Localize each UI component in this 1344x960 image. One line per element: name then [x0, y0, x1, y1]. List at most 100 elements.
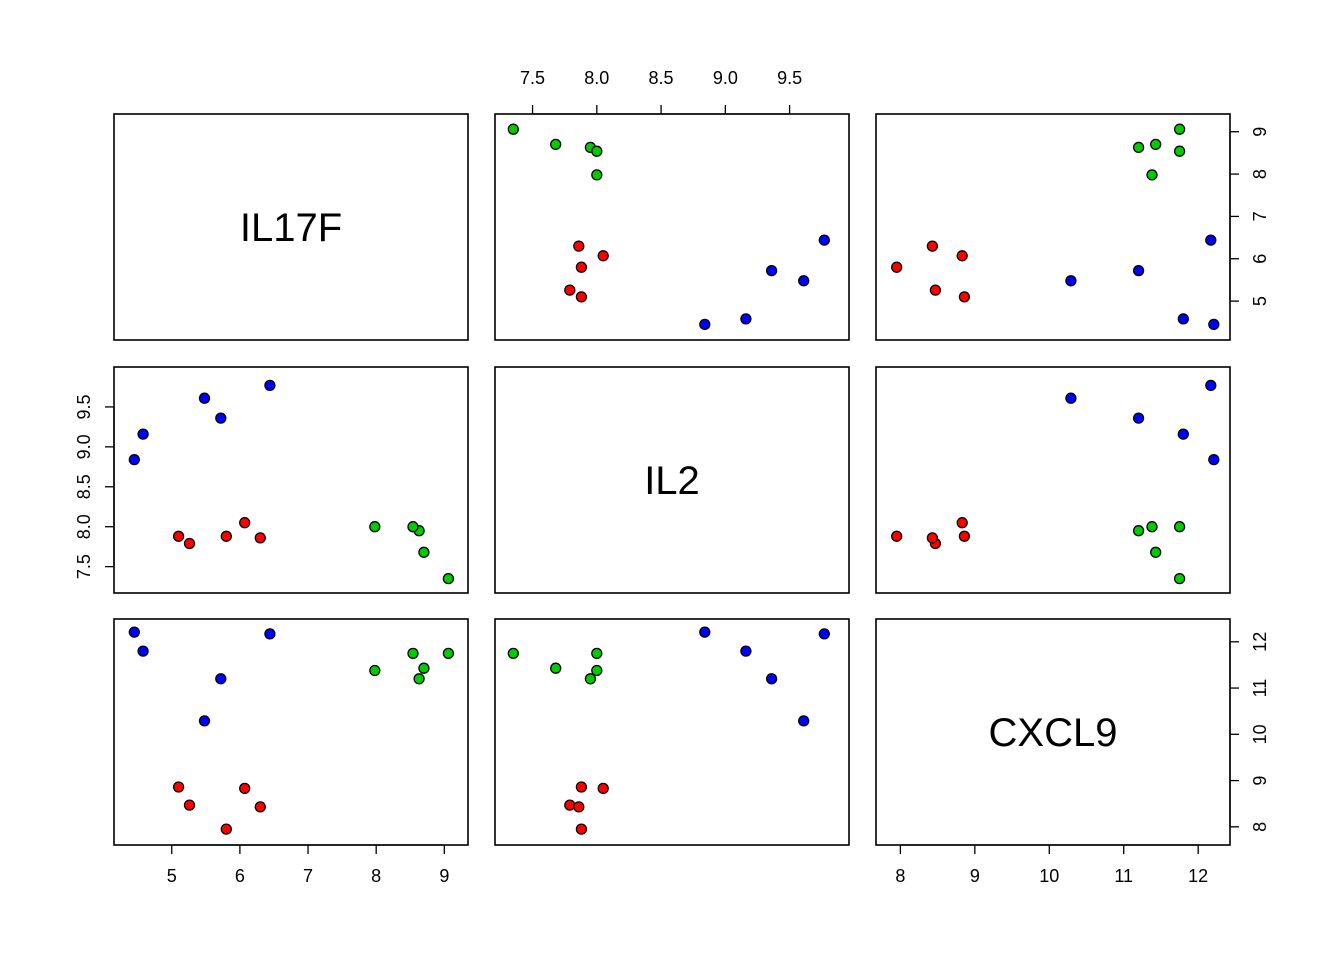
- data-point-group1: [958, 530, 971, 542]
- tick-label: 9.0: [74, 434, 94, 459]
- data-point-group2: [1150, 138, 1162, 151]
- data-point-group3: [1132, 264, 1145, 277]
- data-point-group1: [172, 530, 185, 542]
- tick-label: 12: [1188, 866, 1208, 886]
- data-point-group1: [254, 801, 266, 813]
- data-point-group3: [215, 412, 227, 424]
- data-point-group2: [1146, 169, 1158, 181]
- tick-label: 8: [371, 866, 381, 886]
- data-point-group3: [740, 313, 752, 325]
- tick-label: 5: [167, 866, 177, 886]
- panel-il2-vs-il2: IL2: [494, 366, 850, 594]
- tick-label: 8: [895, 866, 905, 886]
- data-point-group3: [198, 392, 211, 404]
- bottom-axis-cxcl9: 8 9 10 11 12: [895, 844, 1208, 886]
- tick-label: 8.5: [649, 68, 674, 88]
- tick-label: 6: [1250, 254, 1270, 264]
- data-point-group2: [442, 572, 455, 585]
- left-axis-il2: 7.5 8.0 8.5 9.0 9.5: [74, 394, 115, 579]
- tick-label: 9: [970, 866, 980, 886]
- tick-label: 9: [1250, 776, 1270, 786]
- right-axis-il17f: 5 6 7 8 9: [1229, 127, 1270, 306]
- data-point-group2: [591, 647, 603, 660]
- data-point-group1: [183, 799, 196, 811]
- data-point-group2: [1173, 521, 1186, 533]
- tick-label: 7.5: [74, 554, 94, 579]
- tick-label: 9.5: [777, 68, 802, 88]
- data-point-group1: [183, 537, 196, 550]
- variable-label-cxcl9: CXCL9: [989, 711, 1118, 755]
- data-point-group3: [1177, 428, 1189, 440]
- tick-label: 10: [1039, 866, 1059, 886]
- axes: 5 6 7 8 9 8 9 10 11 12 7.5 8.0 8.5 9.0 9.5 7.5 8.0 8.5 9.0…: [74, 68, 1270, 886]
- data-point-group3: [215, 673, 227, 685]
- data-point-group2: [418, 662, 430, 674]
- panel-cxcl9-vs-il17f: [113, 618, 469, 846]
- data-point-group3: [740, 645, 752, 657]
- tick-label: 7.5: [520, 68, 545, 88]
- data-point-group3: [818, 628, 830, 640]
- data-point-group1: [926, 532, 939, 544]
- data-point-group1: [597, 782, 609, 795]
- panel-frame: [875, 366, 1231, 594]
- variable-label-il17f: IL17F: [240, 206, 342, 250]
- tick-label: 8: [1250, 169, 1270, 179]
- data-point-group2: [369, 521, 381, 533]
- data-point-group1: [958, 291, 971, 303]
- data-point-group2: [442, 647, 455, 660]
- data-point-group3: [1177, 313, 1189, 325]
- panel-frame: [113, 366, 469, 594]
- data-point-group2: [413, 673, 425, 685]
- data-point-group3: [264, 628, 276, 640]
- data-point-group3: [1132, 412, 1145, 424]
- panel-frame: [113, 113, 469, 341]
- tick-label: 12: [1250, 632, 1270, 652]
- data-point-group1: [575, 823, 588, 835]
- right-axis-cxcl9: 8 9 10 11 12: [1229, 632, 1270, 832]
- tick-label: 7: [1250, 211, 1270, 221]
- data-point-group3: [137, 428, 149, 440]
- panels: IL17F IL2 CXCL9: [113, 113, 1231, 846]
- tick-label: 7: [303, 866, 313, 886]
- data-point-group1: [220, 530, 232, 542]
- tick-label: 8.5: [74, 474, 94, 499]
- data-point-group1: [575, 781, 588, 793]
- data-point-group3: [699, 318, 711, 331]
- data-point-group2: [1173, 145, 1186, 157]
- panel-il17f-vs-il2: [494, 113, 850, 341]
- data-point-group3: [765, 673, 778, 685]
- data-point-group1: [926, 240, 939, 252]
- data-point-group2: [1132, 525, 1145, 537]
- data-point-group1: [564, 799, 576, 811]
- data-point-group1: [929, 284, 942, 296]
- data-point-group3: [1205, 379, 1217, 392]
- data-point-group2: [550, 662, 562, 674]
- tick-label: 11: [1250, 679, 1270, 698]
- panel-il17f-vs-il17f: IL17F: [113, 113, 469, 341]
- data-point-group3: [264, 379, 276, 392]
- data-point-group3: [798, 715, 810, 727]
- data-point-group1: [891, 261, 903, 273]
- tick-label: 9.0: [713, 68, 738, 88]
- data-point-group2: [507, 647, 519, 660]
- data-point-group1: [220, 823, 232, 835]
- data-point-group3: [1065, 275, 1077, 287]
- data-point-group3: [798, 275, 810, 287]
- tick-label: 9: [439, 866, 449, 886]
- panel-il2-vs-cxcl9: [875, 366, 1231, 594]
- tick-label: 10: [1250, 724, 1270, 744]
- data-point-group2: [591, 664, 603, 677]
- data-point-group1: [573, 801, 585, 813]
- data-point-group2: [507, 123, 519, 135]
- data-point-group2: [407, 647, 419, 660]
- bottom-axis-il17f: 5 6 7 8 9: [167, 844, 449, 886]
- data-point-group1: [239, 517, 251, 529]
- panel-il17f-vs-cxcl9: [875, 113, 1231, 341]
- data-point-group2: [584, 673, 597, 685]
- tick-label: 9.5: [74, 394, 94, 419]
- data-point-group1: [597, 250, 609, 262]
- tick-label: 8: [1250, 822, 1270, 832]
- data-point-group3: [1205, 234, 1217, 246]
- data-point-group2: [550, 138, 562, 151]
- data-point-group2: [591, 145, 603, 157]
